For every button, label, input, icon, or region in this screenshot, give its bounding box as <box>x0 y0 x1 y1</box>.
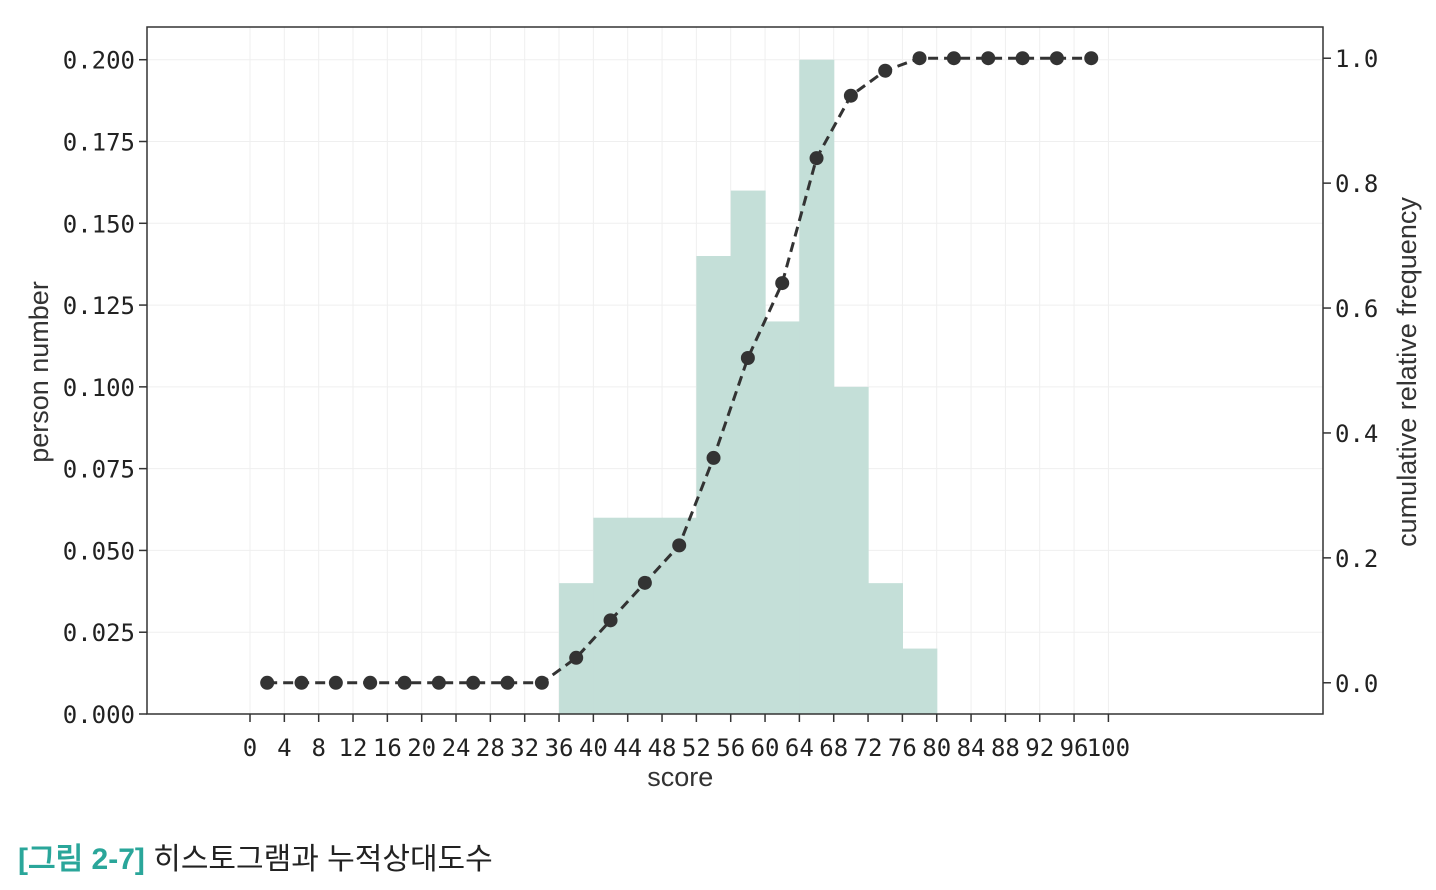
x-tick-label-4: 16 <box>373 734 402 762</box>
histogram-bar-9 <box>868 583 903 714</box>
y-axis-ticks: 0.000 0.025 0.050 0.075 0.100 0.125 0.150 0.175… <box>63 47 147 729</box>
cumulative-point-21 <box>981 51 996 66</box>
y-tick-label-5: 0.125 <box>63 292 135 320</box>
cumulative-point-10 <box>603 613 618 628</box>
plot-frame <box>146 26 1324 715</box>
y-tick-label-7: 0.175 <box>63 129 135 157</box>
histogram-cumulative-chart: 0 4 8 12 16 20 24 28 32 36 40 44 48 52 56 60 64 68 72 76 80 8… <box>24 26 1422 792</box>
cumulative-point-18 <box>878 63 893 78</box>
x-tick-label-1: 4 <box>277 734 291 762</box>
y2-tick-label-1: 0.2 <box>1335 545 1378 573</box>
cumulative-point-8 <box>534 675 549 690</box>
cumulative-point-19 <box>912 51 927 66</box>
cumulative-point-22 <box>1015 51 1030 66</box>
y-tick-label-2: 0.050 <box>63 537 135 565</box>
figure-caption: [그림 2-7] 히스토그램과 누적상대도수 <box>18 834 493 878</box>
x-tick-label-10: 40 <box>579 734 608 762</box>
x-tick-label-6: 24 <box>442 734 471 762</box>
cumulative-point-24 <box>1084 51 1099 66</box>
histogram-bar-2 <box>627 517 663 714</box>
y-tick-label-8: 0.200 <box>63 47 135 75</box>
x-tick-label-19: 76 <box>888 734 917 762</box>
x-tick-label-18: 72 <box>854 734 883 762</box>
histogram-bar-7 <box>799 59 835 714</box>
y2-tick-label-3: 0.6 <box>1335 295 1378 323</box>
x-tick-label-12: 48 <box>648 734 677 762</box>
cumulative-point-9 <box>569 650 584 665</box>
histogram-bar-6 <box>765 321 800 714</box>
cumulative-point-11 <box>637 575 652 590</box>
y2-axis-label: cumulative relative frequency <box>1392 197 1422 547</box>
cumulative-point-14 <box>740 351 755 366</box>
x-axis-ticks: 0 4 8 12 16 20 24 28 32 36 40 44 48 52 56 60 64 68 72 76 80 8… <box>243 714 1130 762</box>
figure-title: 히스토그램과 누적상대도수 <box>153 843 493 876</box>
histogram-bar-8 <box>833 386 869 714</box>
y2-axis-ticks: 0.0 0.2 0.4 0.6 0.8 1.0 <box>1323 45 1378 698</box>
histogram-bar-10 <box>902 648 938 714</box>
x-tick-label-24: 96 <box>1060 734 1089 762</box>
x-tick-label-14: 56 <box>716 734 745 762</box>
cumulative-point-12 <box>672 538 687 553</box>
cumulative-point-0 <box>260 675 275 690</box>
histogram-bar-0 <box>559 583 594 714</box>
cumulative-point-4 <box>397 675 412 690</box>
x-tick-label-2: 8 <box>311 734 325 762</box>
cumulative-point-7 <box>500 675 515 690</box>
y2-tick-label-0: 0.0 <box>1335 670 1378 698</box>
y2-tick-label-4: 0.8 <box>1335 170 1378 198</box>
cumulative-line <box>260 51 1099 690</box>
x-tick-label-21: 84 <box>957 734 986 762</box>
cumulative-point-3 <box>363 675 378 690</box>
y2-tick-label-2: 0.4 <box>1335 420 1378 448</box>
y-tick-label-1: 0.025 <box>63 619 135 647</box>
x-tick-label-11: 44 <box>613 734 642 762</box>
cumulative-point-2 <box>328 675 343 690</box>
x-tick-label-5: 20 <box>407 734 436 762</box>
x-tick-label-23: 92 <box>1025 734 1054 762</box>
x-tick-label-22: 88 <box>991 734 1020 762</box>
x-axis-label: score <box>647 762 713 792</box>
x-tick-label-9: 36 <box>545 734 574 762</box>
x-tick-label-0: 0 <box>243 734 257 762</box>
y-tick-label-4: 0.100 <box>63 374 135 402</box>
cumulative-point-6 <box>466 675 481 690</box>
x-tick-label-16: 64 <box>785 734 814 762</box>
cumulative-point-23 <box>1049 51 1064 66</box>
histogram-bars <box>559 59 938 715</box>
y-tick-label-6: 0.150 <box>63 210 135 238</box>
cumulative-point-17 <box>843 88 858 103</box>
y-tick-label-3: 0.075 <box>63 456 135 484</box>
x-tick-label-25: 100 <box>1087 734 1130 762</box>
cumulative-point-16 <box>809 151 824 166</box>
y-tick-label-0: 0.000 <box>63 701 135 729</box>
x-tick-label-13: 52 <box>682 734 711 762</box>
cumulative-point-1 <box>294 675 309 690</box>
cumulative-point-5 <box>431 675 446 690</box>
cumulative-point-13 <box>706 450 721 465</box>
x-tick-label-15: 60 <box>751 734 780 762</box>
x-tick-label-3: 12 <box>339 734 368 762</box>
histogram-bar-5 <box>730 190 766 715</box>
x-tick-label-17: 68 <box>819 734 848 762</box>
x-tick-label-7: 28 <box>476 734 505 762</box>
y2-tick-label-5: 1.0 <box>1335 45 1378 73</box>
x-tick-label-8: 32 <box>510 734 539 762</box>
y-axis-label: person number <box>24 281 54 463</box>
cumulative-point-15 <box>775 276 790 291</box>
figure-number: [그림 2-7] <box>18 843 145 876</box>
x-tick-label-20: 80 <box>922 734 951 762</box>
cumulative-point-20 <box>946 51 961 66</box>
